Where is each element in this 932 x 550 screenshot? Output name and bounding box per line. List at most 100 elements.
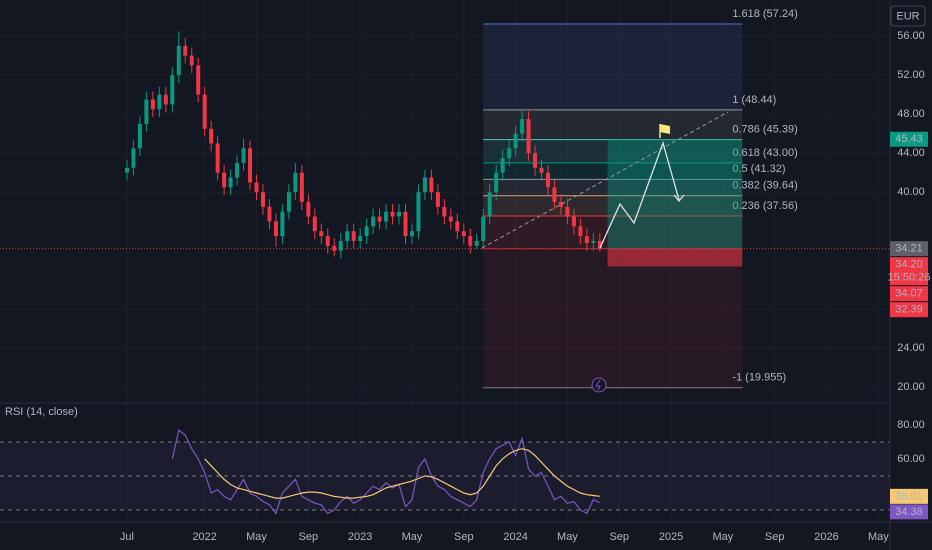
candle-body (345, 231, 350, 241)
candle-body (286, 192, 291, 212)
price-tag (890, 257, 928, 286)
candle-body (293, 172, 298, 193)
candle-body (235, 162, 240, 178)
candle-body (442, 206, 447, 217)
x-tick-label: May (712, 531, 733, 543)
position-stop (607, 248, 743, 267)
fib-label: 1 (48.44) (732, 94, 776, 106)
candle-body (150, 99, 155, 110)
event-bolt (595, 379, 601, 391)
y-tick-label: 44.00 (897, 147, 925, 159)
candle-body (273, 221, 278, 237)
candle-body (552, 187, 557, 202)
candle-body (455, 221, 460, 232)
fib-band (483, 24, 743, 110)
fib-band (483, 109, 743, 140)
price-tag-label: 32.39 (895, 304, 923, 316)
candle-body (189, 55, 194, 66)
candle-body (351, 231, 356, 241)
candle-body (481, 216, 486, 241)
candle-body (267, 206, 272, 222)
candle-body (306, 201, 311, 217)
candle-body (209, 128, 214, 144)
y-tick-label: 24.00 (897, 342, 925, 354)
price-tag (890, 286, 928, 302)
candle-body (260, 192, 265, 207)
candle-body (170, 75, 175, 105)
candle-body (312, 216, 317, 232)
candle-body (371, 216, 376, 227)
rsi-line (171, 428, 601, 515)
y-tick-label: 20.00 (897, 381, 925, 393)
candle-body (422, 177, 427, 193)
fib-label: 0.618 (43.00) (732, 147, 797, 159)
x-tick-label: May (246, 531, 267, 543)
candle-body (196, 65, 201, 95)
candle-body (448, 216, 453, 222)
rsi-ma-line (204, 448, 600, 499)
candle-body (397, 211, 402, 217)
candle-body (144, 99, 149, 124)
price-tag-label: 45.43 (895, 133, 923, 145)
x-tick-label: Sep (299, 531, 319, 543)
rsi-tag (890, 488, 928, 504)
candle-body (332, 245, 337, 251)
price-tag-label: 34.07 (895, 288, 923, 300)
candle-body (228, 177, 233, 188)
rsi-tag-label: 38.01 (895, 490, 923, 502)
candle-body (468, 236, 473, 246)
candle-body (202, 94, 207, 129)
candle-body (131, 148, 136, 168)
candle-body (591, 240, 596, 243)
candle-body (494, 172, 499, 193)
currency-box (890, 5, 926, 27)
candle-body (377, 216, 382, 222)
candle-body (241, 148, 246, 163)
currency: EUR (896, 10, 919, 22)
fib-label: 1.618 (57.24) (732, 8, 797, 20)
event-icon (591, 377, 607, 393)
projection-arrow (673, 194, 685, 203)
rsi-title: RSI (14, close) (5, 406, 78, 418)
candle-body (533, 153, 538, 168)
candle-body (416, 192, 421, 232)
candle-body (578, 226, 583, 237)
price-tag-countdown: 15:50:26 (888, 272, 931, 284)
fib-label: 0.236 (37.56) (732, 200, 797, 212)
x-tick-label: Sep (609, 531, 629, 543)
candle-body (500, 158, 505, 173)
rsi-tag-label: 34.38 (895, 506, 923, 518)
candle-body (435, 192, 440, 207)
candle-body (215, 143, 220, 173)
candle-body (526, 119, 531, 154)
x-tick-label: 2022 (192, 531, 216, 543)
candle-body (513, 133, 518, 149)
trend-line (481, 111, 729, 249)
candle-body (137, 123, 142, 149)
rsi-tick-label: 60.00 (897, 453, 925, 465)
y-tick-label: 40.00 (897, 186, 925, 198)
rsi-tag (890, 504, 928, 520)
candle-body (539, 167, 544, 173)
y-tick-label: 48.00 (897, 108, 925, 120)
candle-body (176, 45, 181, 76)
flag (660, 124, 670, 134)
y-tick-label: 56.00 (897, 30, 925, 42)
fib-label: 0.382 (39.64) (732, 180, 797, 192)
candle-body (558, 201, 563, 207)
x-tick-label: May (868, 531, 889, 543)
candle-body (545, 172, 550, 188)
candle-body (507, 148, 512, 159)
price-tag-label: 34.21 (895, 243, 923, 255)
rsi-band (0, 441, 890, 510)
position-target (607, 139, 743, 249)
candle-body (520, 119, 525, 134)
price-tag (890, 302, 928, 318)
x-tick-label: Jul (120, 531, 134, 543)
candle-body (222, 172, 227, 188)
x-tick-label: 2024 (503, 531, 527, 543)
x-tick-label: May (557, 531, 578, 543)
